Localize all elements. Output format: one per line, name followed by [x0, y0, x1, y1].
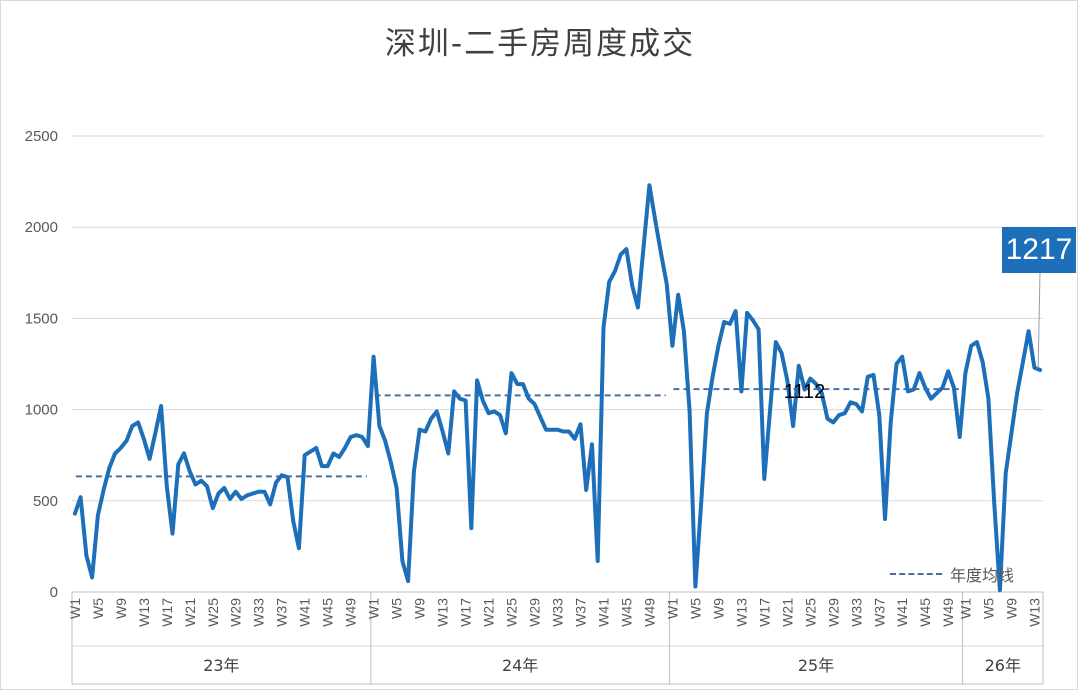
x-tick-label: W5: [389, 598, 405, 619]
callout-leader-line: [1037, 272, 1041, 369]
x-tick-label: W41: [595, 598, 611, 627]
x-tick-label: W17: [159, 598, 175, 627]
x-tick-label: W1: [664, 598, 680, 619]
legend-average-swatch: [890, 573, 942, 575]
x-group-label: 25年: [798, 656, 834, 675]
x-tick-label: W21: [481, 598, 497, 627]
x-tick-label: W21: [182, 598, 198, 627]
x-tick-label: W33: [848, 598, 864, 627]
y-tick-label: 0: [50, 584, 58, 601]
x-tick-label: W25: [802, 598, 818, 627]
x-tick-label: W1: [957, 598, 973, 619]
x-tick-label: W41: [894, 598, 910, 627]
x-tick-label: W37: [871, 598, 887, 627]
series-line: [72, 183, 1043, 593]
x-group-label: 23年: [203, 656, 239, 675]
x-tick-label: W25: [205, 598, 221, 627]
x-tick-label: W13: [733, 598, 749, 627]
x-tick-label: W45: [618, 598, 634, 627]
x-tick-label: W29: [228, 598, 244, 627]
x-group-label: 26年: [985, 656, 1021, 675]
x-tick-label: W1: [67, 598, 83, 619]
legend: 年度均线: [890, 562, 1014, 586]
x-tick-label: W5: [980, 598, 996, 619]
x-tick-label: W37: [572, 598, 588, 627]
x-tick-label: W33: [550, 598, 566, 627]
x-tick-label: W37: [274, 598, 290, 627]
x-tick-label: W9: [1003, 598, 1019, 619]
x-tick-label: W33: [251, 598, 267, 627]
x-tick-label: W41: [297, 598, 313, 627]
x-tick-label: W45: [917, 598, 933, 627]
x-tick-label: W13: [136, 598, 152, 627]
x-tick-label: W29: [825, 598, 841, 627]
legend-average-label: 年度均线: [950, 566, 1015, 585]
x-tick-label: W49: [343, 598, 359, 627]
x-tick-label: W13: [435, 598, 451, 627]
x-tick-label: W1: [366, 598, 382, 619]
x-tick-label: W9: [412, 598, 428, 619]
x-tick-label: W45: [320, 598, 336, 627]
y-tick-label: 500: [33, 493, 58, 510]
x-tick-label: W5: [687, 598, 703, 619]
x-tick-label: W49: [940, 598, 956, 627]
y-tick-label: 2500: [25, 128, 58, 145]
last-value-callout: 1217: [1002, 227, 1076, 273]
x-tick-label: W9: [710, 598, 726, 619]
x-tick-label: W25: [504, 598, 520, 627]
x-tick-label: W17: [756, 598, 772, 627]
x-tick-label: W9: [113, 598, 129, 619]
average-value-label: 1112: [784, 381, 826, 403]
x-tick-label: W17: [458, 598, 474, 627]
x-tick-label: W49: [641, 598, 657, 627]
x-tick-label: W21: [779, 598, 795, 627]
x-tick-label: W5: [90, 598, 106, 619]
chart-title: 深圳-二手房周度成交: [384, 26, 696, 62]
y-tick-label: 1500: [25, 310, 58, 327]
x-tick-label: W29: [527, 598, 543, 627]
x-tick-label: W13: [1026, 598, 1042, 627]
x-group-label: 24年: [502, 656, 538, 675]
y-tick-label: 2000: [25, 219, 58, 236]
y-tick-label: 1000: [25, 402, 58, 419]
